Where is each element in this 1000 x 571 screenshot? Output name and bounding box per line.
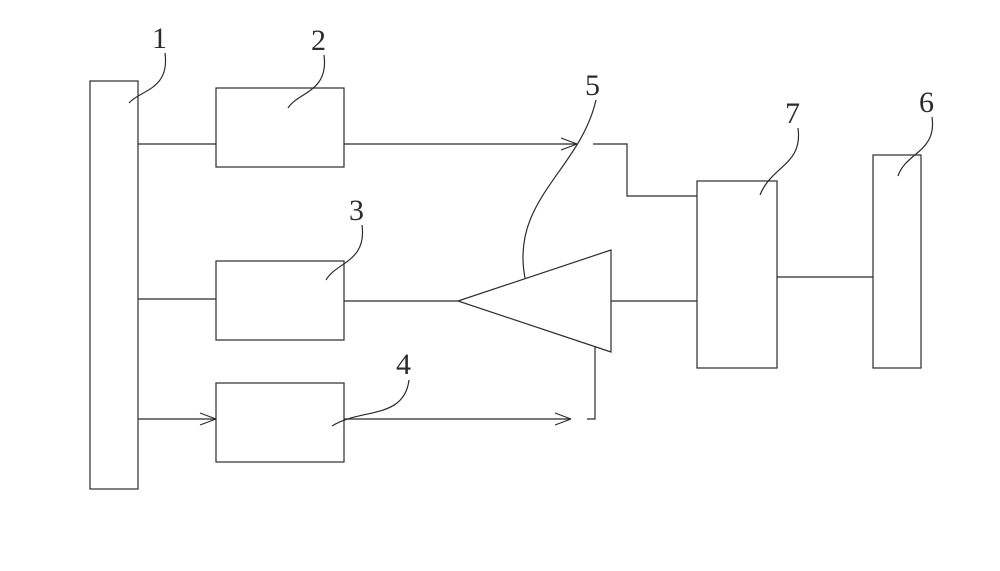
edge-3-cont xyxy=(593,144,697,196)
node-n3 xyxy=(216,261,344,340)
callout-label-2: 2 xyxy=(311,24,326,57)
block-diagram: 1 2 3 4 5 7 6 xyxy=(0,0,1000,571)
callout-label-3: 3 xyxy=(349,194,364,227)
arrowhead xyxy=(200,413,216,419)
node-n2 xyxy=(216,88,344,167)
node-n1 xyxy=(90,81,138,489)
arrowhead xyxy=(555,413,571,419)
arrowhead xyxy=(555,419,571,425)
node-n5 xyxy=(458,250,611,352)
callout-label-1: 1 xyxy=(152,22,167,55)
callout-leader-2 xyxy=(288,55,325,108)
arrowhead xyxy=(200,419,216,425)
callout-label-6: 6 xyxy=(919,86,934,119)
callout-leader-5 xyxy=(523,100,596,278)
node-n6 xyxy=(873,155,921,368)
callout-label-4: 4 xyxy=(396,348,411,381)
callout-label-7: 7 xyxy=(785,97,800,130)
callout-leader-6 xyxy=(898,117,933,176)
callout-leader-7 xyxy=(760,128,799,195)
callout-leader-1 xyxy=(129,53,166,103)
arrowhead xyxy=(561,138,577,144)
edge-5-cont xyxy=(587,347,595,419)
node-n7 xyxy=(697,181,777,368)
node-n4 xyxy=(216,383,344,462)
callout-label-5: 5 xyxy=(585,69,600,102)
